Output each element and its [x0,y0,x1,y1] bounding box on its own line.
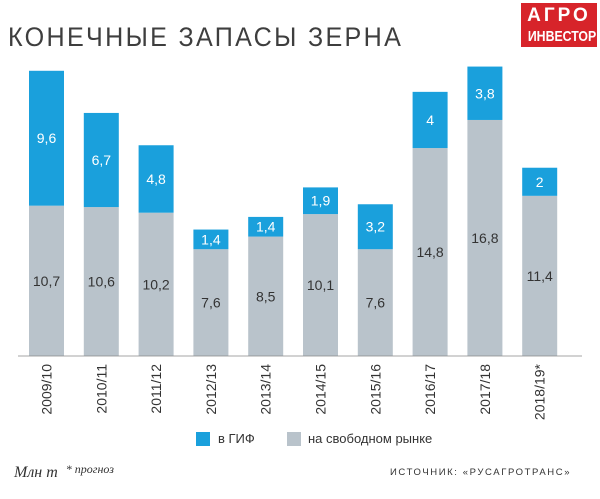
label-free-market-2010/11: 10,6 [88,274,115,290]
bar-free-market-2013/14 [248,236,284,356]
x-tick-2016/17: 2016/17 [422,364,438,415]
x-tick-2009/10: 2009/10 [39,364,55,415]
label-gif-2018/19*: 2 [536,174,544,190]
chart-title: КОНЕЧНЫЕ ЗАПАСЫ ЗЕРНА [8,22,404,52]
bar-free-market-2018/19* [522,195,558,356]
bar-gif-2010/11 [83,112,119,208]
logo-line-2: ИНВЕСТОР [527,28,597,45]
label-gif-2015/16: 3,2 [366,219,386,235]
bar-gif-2015/16 [357,204,393,250]
x-tick-2014/15: 2014/15 [313,364,329,415]
label-gif-2013/14: 1,4 [256,219,276,235]
bar-gif-2011/12 [138,145,174,213]
bar-free-market-2017/18 [467,119,503,357]
logo-line-1: АГРО [527,5,591,26]
footnote: Млн т * прогноз [14,462,114,482]
bar-free-market-2011/12 [138,212,174,356]
bar-gif-2014/15 [303,187,338,215]
label-gif-2014/15: 1,9 [311,193,331,209]
label-gif-2012/13: 1,4 [201,231,221,247]
source-note: ИСТОЧНИК: «РУСАГРОТРАНС» [390,467,572,478]
label-free-market-2011/12: 10,2 [142,276,169,292]
bar-gif-2018/19* [522,167,558,196]
legend: в ГИФ на свободном рынке [0,428,600,452]
label-free-market-2016/17: 14,8 [416,244,443,260]
bar-free-market-2016/17 [412,148,448,356]
bar-free-market-2009/10 [29,205,64,356]
x-tick-2011/12: 2011/12 [148,364,164,414]
bar-gif-2013/14 [248,216,284,237]
bar-free-market-2012/13 [193,249,229,356]
label-free-market-2017/18: 16,8 [471,230,498,246]
legend-label-free-market: на свободном рынке [308,431,433,446]
x-tick-2017/18: 2017/18 [477,364,493,415]
label-free-market-2015/16: 7,6 [366,295,386,311]
x-tick-2013/14: 2013/14 [258,364,274,415]
legend-swatch-free-market [287,432,301,446]
bar-gif-2017/18 [467,66,503,120]
bar-free-market-2015/16 [357,249,393,356]
label-free-market-2012/13: 7,6 [201,295,221,311]
stacked-bar-chart: 10,7 9,6 2009/10 10,6 6,7 2010/11 10,2 4,8 2011/… [18,66,582,420]
x-tick-2010/11: 2010/11 [93,364,109,414]
label-gif-2009/10: 9,6 [37,130,57,146]
forecast-note: * прогноз [65,462,114,476]
bar-free-market-2014/15 [303,214,338,356]
label-free-market-2009/10: 10,7 [33,273,60,289]
bar-gif-2012/13 [193,229,229,250]
bar-gif-2016/17 [412,91,448,149]
label-free-market-2014/15: 10,1 [307,277,334,293]
label-gif-2010/11: 6,7 [92,152,112,168]
label-gif-2016/17: 4 [426,112,434,128]
bar-free-market-2010/11 [83,207,119,356]
unit-note: Млн т [14,464,58,481]
label-gif-2017/18: 3,8 [475,85,495,101]
x-tick-2015/16: 2015/16 [367,364,383,415]
label-gif-2011/12: 4,8 [146,171,166,187]
legend-label-gif: в ГИФ [218,431,255,446]
x-tick-2018/19*: 2018/19* [532,363,548,420]
agroinvestor-logo: АГРО ИНВЕСТОР [521,3,597,47]
bar-gif-2009/10 [29,70,64,206]
label-free-market-2018/19*: 11,4 [527,268,553,284]
label-free-market-2013/14: 8,5 [256,288,276,304]
x-tick-2012/13: 2012/13 [203,364,219,415]
legend-swatch-gif [196,432,210,446]
